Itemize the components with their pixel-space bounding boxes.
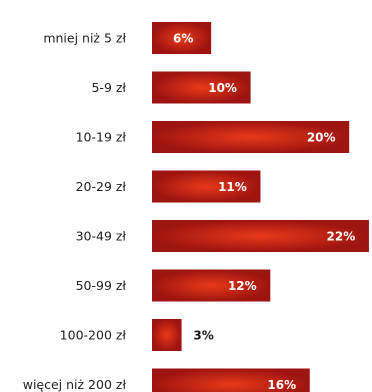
- category-label: 30-49 zł: [76, 229, 127, 244]
- bar: [152, 22, 212, 54]
- bar-row: mniej niż 5 zł 6%: [43, 22, 212, 54]
- value-label: 10%: [208, 81, 237, 95]
- category-label: 50-99 zł: [76, 278, 127, 293]
- bars-group: mniej niż 5 zł 6% 5-9 zł 10% 10-19 zł 20% 20-2…: [23, 22, 369, 392]
- category-label: 10-19 zł: [76, 130, 127, 145]
- bar: [152, 71, 251, 104]
- value-label: 3%: [193, 329, 213, 343]
- value-label: 6%: [173, 32, 193, 46]
- value-label: 20%: [307, 131, 336, 145]
- bar: [152, 319, 182, 351]
- value-label: 22%: [327, 230, 356, 244]
- category-label: mniej niż 5 zł: [43, 31, 126, 46]
- bar-row: 20-29 zł 11%: [76, 170, 261, 203]
- bar: [152, 170, 261, 203]
- bar-row: 50-99 zł 12%: [76, 269, 271, 302]
- bar: [152, 121, 350, 153]
- bar-row: 10-19 zł 20%: [76, 121, 350, 153]
- category-label: 100-200 zł: [60, 328, 127, 343]
- category-label: więcej niż 200 zł: [23, 377, 127, 392]
- bar: [152, 368, 310, 392]
- bar-row: 100-200 zł 3%: [60, 319, 214, 351]
- value-label: 11%: [218, 180, 247, 194]
- value-label: 16%: [267, 378, 296, 392]
- bar: [152, 220, 369, 252]
- category-label: 5-9 zł: [91, 80, 126, 95]
- bar-row: więcej niż 200 zł 16%: [23, 368, 310, 392]
- bar-row: 30-49 zł 22%: [76, 220, 369, 252]
- value-label: 12%: [228, 279, 257, 293]
- bar: [152, 269, 271, 302]
- bar-row: 5-9 zł 10%: [91, 71, 251, 104]
- category-label: 20-29 zł: [76, 179, 127, 194]
